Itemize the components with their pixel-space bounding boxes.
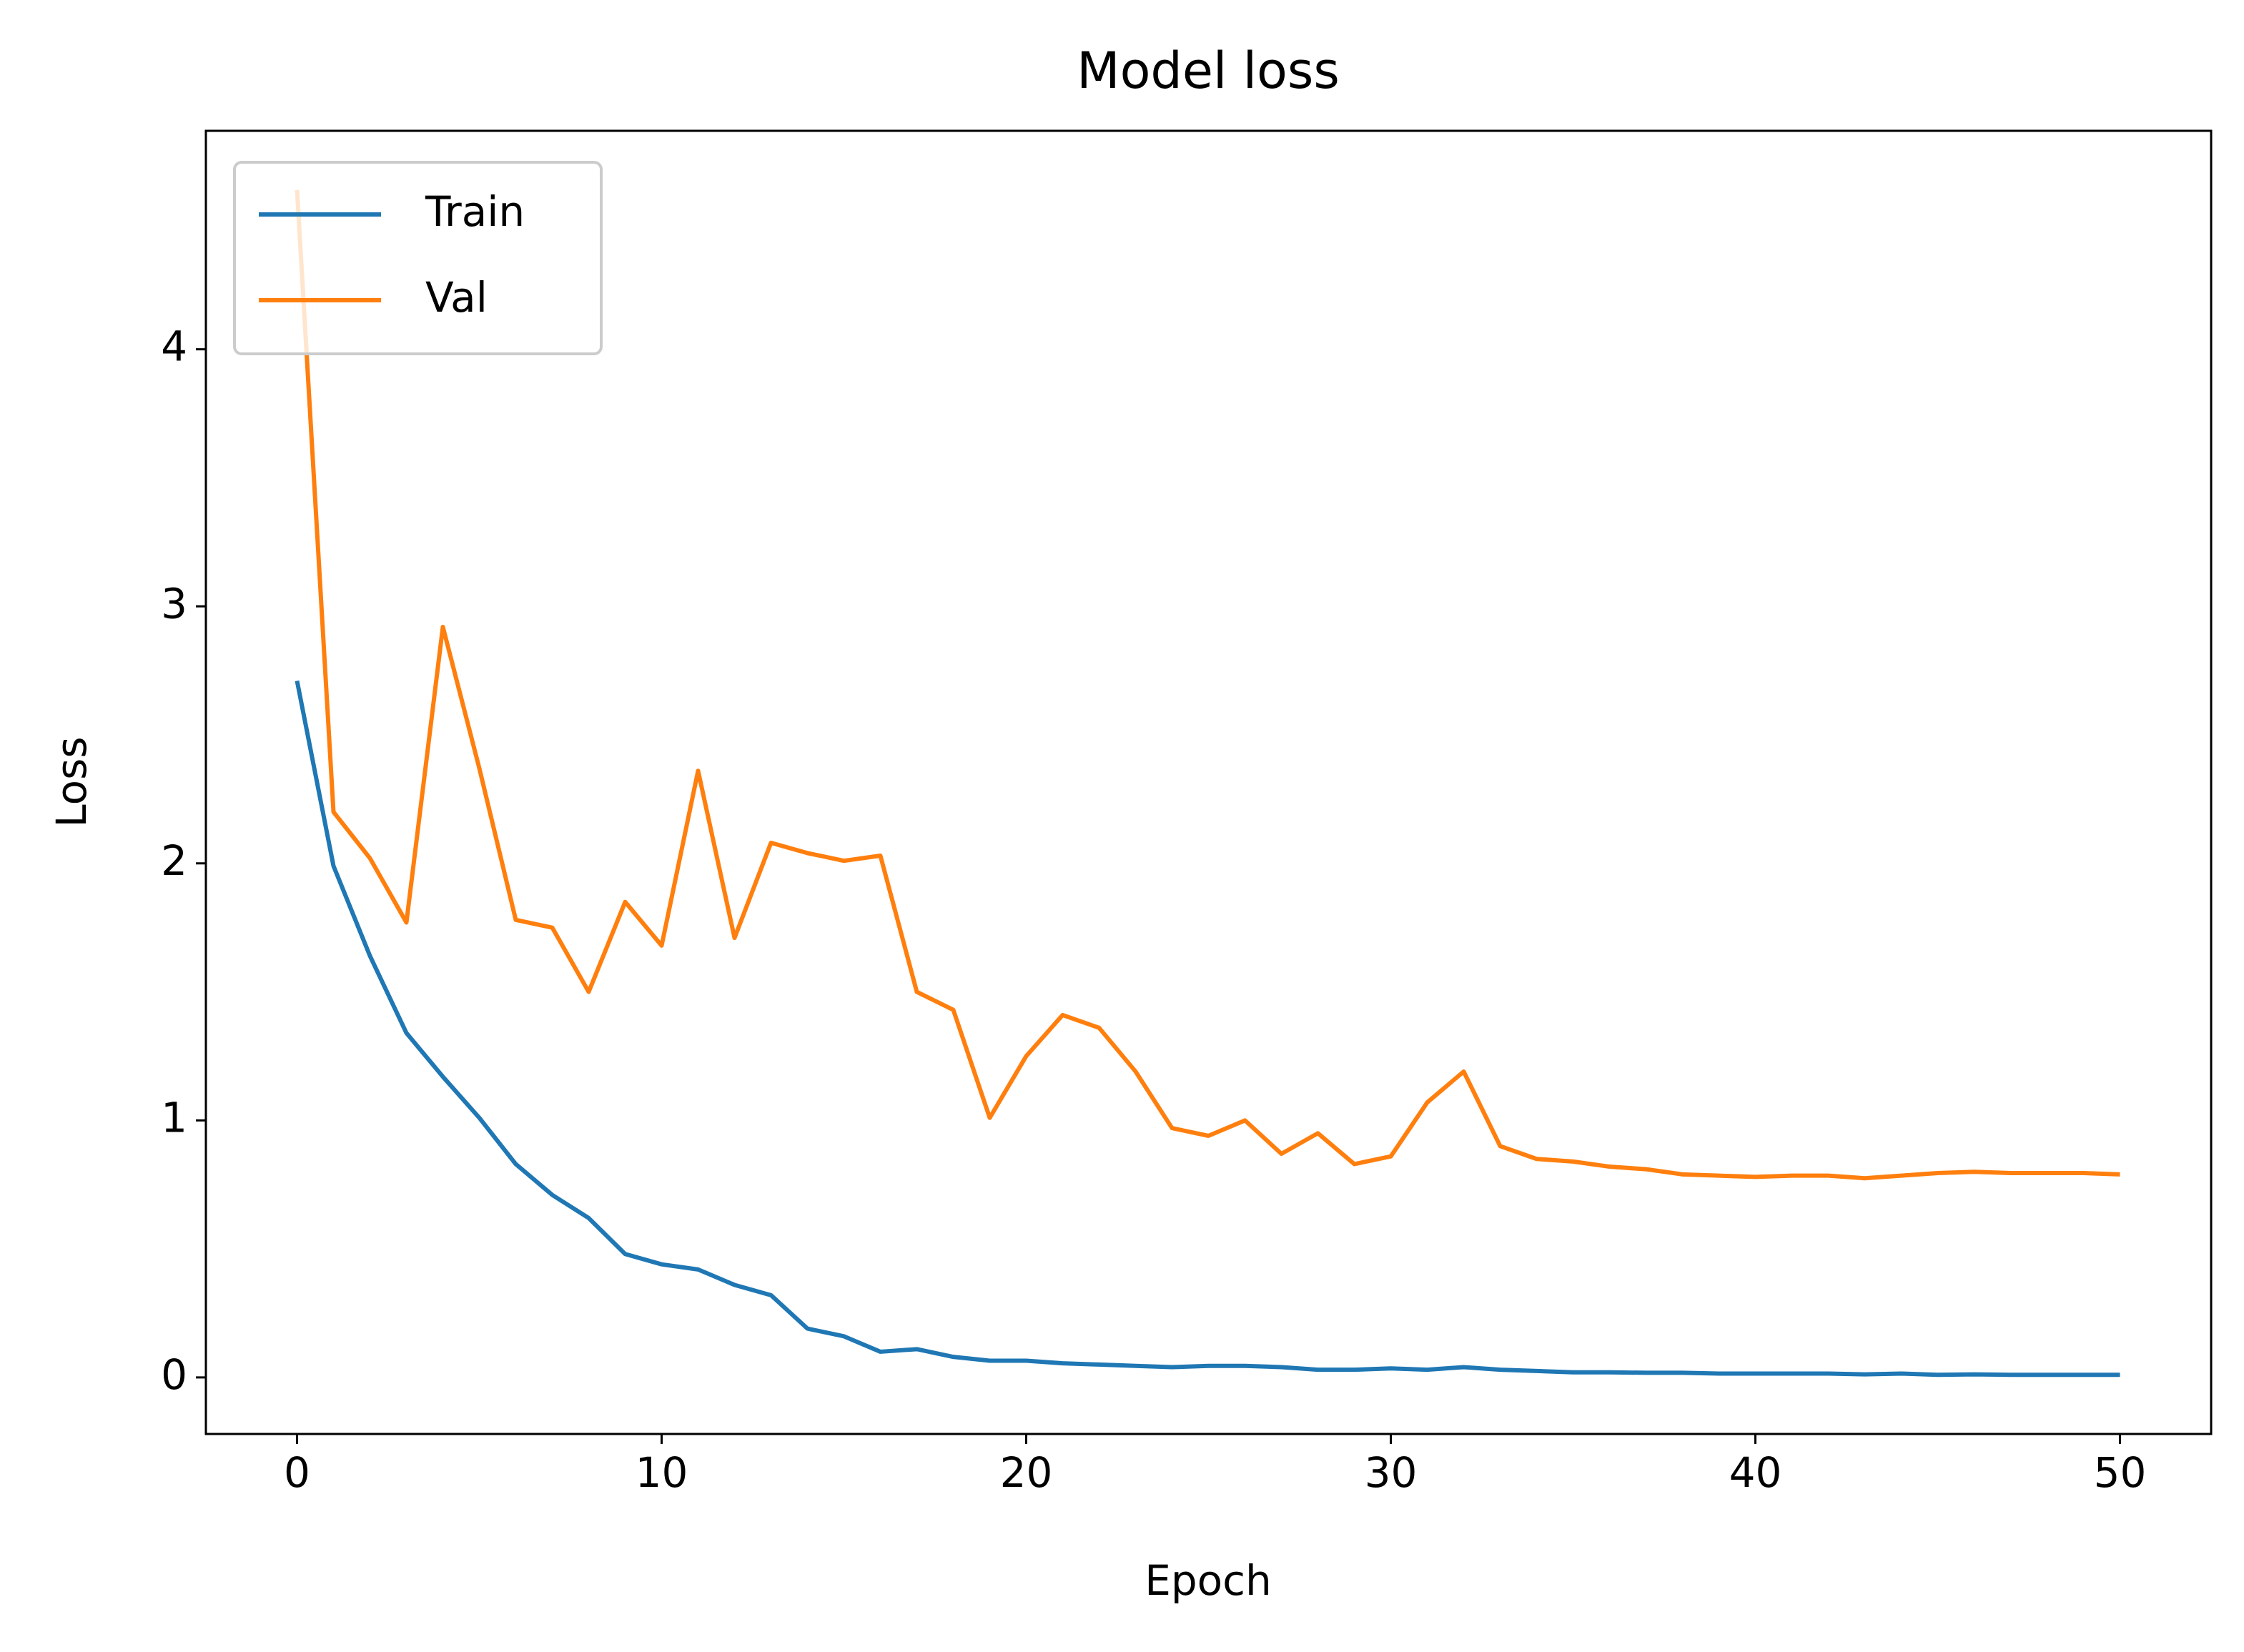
legend-box	[233, 161, 603, 355]
series-line	[295, 680, 2120, 1378]
y-tick-label: 4	[161, 322, 187, 371]
x-tick-label: 40	[1729, 1448, 1782, 1497]
y-axis-label: Loss	[47, 736, 96, 827]
x-tick-label: 10	[636, 1448, 688, 1497]
y-tick-label: 2	[161, 836, 187, 885]
y-tick-label: 3	[161, 579, 187, 628]
legend-label: Val	[425, 273, 488, 322]
x-tick-label: 50	[2094, 1448, 2147, 1497]
plot-frame	[204, 129, 2213, 1435]
legend-label: Train	[425, 187, 525, 236]
y-tick-label: 1	[161, 1093, 187, 1142]
series-line	[295, 189, 2120, 1181]
y-tick-label: 0	[161, 1350, 187, 1399]
x-tick-label: 20	[1000, 1448, 1053, 1497]
chart-title: Model loss	[1077, 41, 1340, 100]
x-tick-label: 30	[1365, 1448, 1418, 1497]
x-axis-label: Epoch	[1145, 1556, 1272, 1605]
x-tick-label: 0	[284, 1448, 310, 1497]
